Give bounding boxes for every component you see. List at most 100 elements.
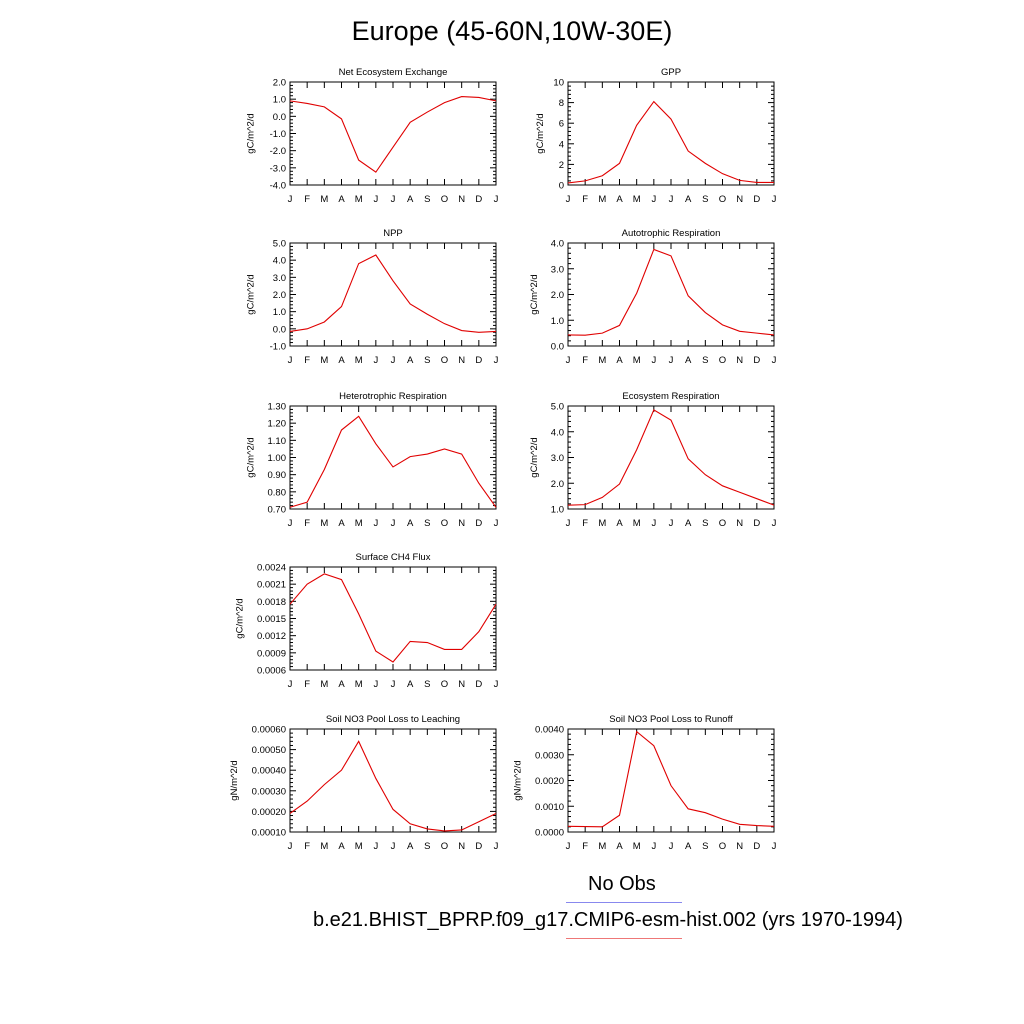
y-tick-label: 0.0010: [535, 802, 564, 813]
x-tick-label: J: [288, 679, 293, 690]
x-tick-label: J: [669, 518, 674, 529]
x-tick-label: D: [753, 841, 760, 852]
x-tick-label: N: [736, 194, 743, 205]
x-tick-label: O: [441, 355, 448, 366]
y-tick-label: 4: [559, 139, 564, 150]
x-tick-label: D: [475, 679, 482, 690]
x-tick-label: A: [616, 841, 623, 852]
x-tick-label: M: [320, 841, 328, 852]
y-tick-label: 2.0: [551, 479, 564, 490]
x-tick-label: M: [320, 355, 328, 366]
y-tick-label: 1.0: [551, 316, 564, 327]
x-tick-label: S: [702, 841, 708, 852]
x-tick-label: O: [441, 194, 448, 205]
x-tick-label: A: [685, 518, 692, 529]
y-tick-label: 0.0040: [535, 725, 564, 736]
x-tick-label: J: [566, 355, 571, 366]
x-tick-label: F: [304, 518, 310, 529]
x-tick-label: M: [355, 194, 363, 205]
x-tick-label: F: [304, 679, 310, 690]
x-tick-label: M: [598, 518, 606, 529]
x-tick-label: N: [458, 679, 465, 690]
y-tick-label: 0.00020: [252, 807, 286, 818]
x-tick-label: M: [633, 194, 641, 205]
x-tick-label: M: [633, 518, 641, 529]
legend-model-label: b.e21.BHIST_BPRP.f09_g17.CMIP6-esm-hist.…: [313, 909, 903, 931]
x-tick-label: N: [458, 841, 465, 852]
x-tick-label: J: [288, 194, 293, 205]
x-tick-label: A: [685, 194, 692, 205]
x-tick-label: A: [407, 194, 414, 205]
x-tick-label: A: [407, 518, 414, 529]
x-tick-label: M: [355, 679, 363, 690]
panel-title: Net Ecosystem Exchange: [339, 67, 448, 78]
y-tick-label: 5.0: [551, 402, 564, 413]
y-tick-label: 0.0024: [257, 563, 286, 574]
x-tick-label: D: [753, 355, 760, 366]
series-line: [567, 730, 775, 828]
y-tick-label: 3.0: [551, 264, 564, 275]
x-tick-label: S: [424, 841, 430, 852]
plot-frame: [567, 242, 775, 347]
y-tick-label: 0.00050: [252, 745, 286, 756]
y-tick-label: 6: [559, 119, 564, 130]
x-tick-label: J: [494, 194, 499, 205]
y-tick-label: 0.70: [268, 505, 287, 516]
x-tick-label: J: [494, 679, 499, 690]
x-tick-label: M: [320, 194, 328, 205]
x-tick-label: J: [288, 841, 293, 852]
x-tick-label: A: [616, 518, 623, 529]
legend-obs-line: [566, 902, 682, 903]
y-tick-label: -1.0: [270, 342, 286, 353]
y-axis-label: gC/m^2/d: [234, 598, 245, 638]
x-tick-label: J: [494, 841, 499, 852]
x-tick-label: O: [719, 841, 726, 852]
x-tick-label: A: [338, 194, 345, 205]
x-tick-label: A: [685, 355, 692, 366]
x-tick-label: J: [391, 518, 396, 529]
y-tick-label: -4.0: [270, 181, 286, 192]
x-tick-label: A: [407, 355, 414, 366]
x-tick-label: F: [304, 355, 310, 366]
series-line: [289, 573, 497, 663]
y-tick-label: 0.0: [273, 324, 286, 335]
y-tick-label: 1.00: [268, 453, 287, 464]
x-tick-label: M: [320, 518, 328, 529]
x-tick-label: J: [651, 841, 656, 852]
x-tick-label: J: [373, 679, 378, 690]
y-tick-label: 0.0018: [257, 597, 286, 608]
y-tick-label: 0.0009: [257, 648, 286, 659]
y-tick-label: 8: [559, 98, 564, 109]
x-tick-label: J: [651, 518, 656, 529]
x-tick-label: J: [669, 841, 674, 852]
y-tick-label: 1.0: [273, 307, 286, 318]
y-axis-label: gC/m^2/d: [246, 113, 257, 153]
x-tick-label: F: [304, 841, 310, 852]
plot-frame: [289, 728, 497, 833]
x-tick-label: J: [391, 679, 396, 690]
x-tick-label: J: [651, 355, 656, 366]
y-tick-label: 0.0020: [535, 776, 564, 787]
y-tick-label: 2.0: [273, 78, 286, 89]
x-tick-label: O: [719, 194, 726, 205]
x-tick-label: M: [355, 841, 363, 852]
y-tick-label: -1.0: [270, 129, 286, 140]
x-tick-label: J: [288, 518, 293, 529]
y-tick-label: 2: [559, 160, 564, 171]
x-tick-label: N: [736, 518, 743, 529]
y-tick-label: 0.0000: [535, 828, 564, 839]
y-tick-label: -2.0: [270, 146, 286, 157]
x-tick-label: N: [458, 518, 465, 529]
x-tick-label: F: [582, 194, 588, 205]
x-tick-label: J: [772, 355, 777, 366]
x-tick-label: A: [407, 841, 414, 852]
x-tick-label: S: [424, 679, 430, 690]
x-tick-label: M: [633, 355, 641, 366]
y-tick-label: 3.0: [551, 453, 564, 464]
